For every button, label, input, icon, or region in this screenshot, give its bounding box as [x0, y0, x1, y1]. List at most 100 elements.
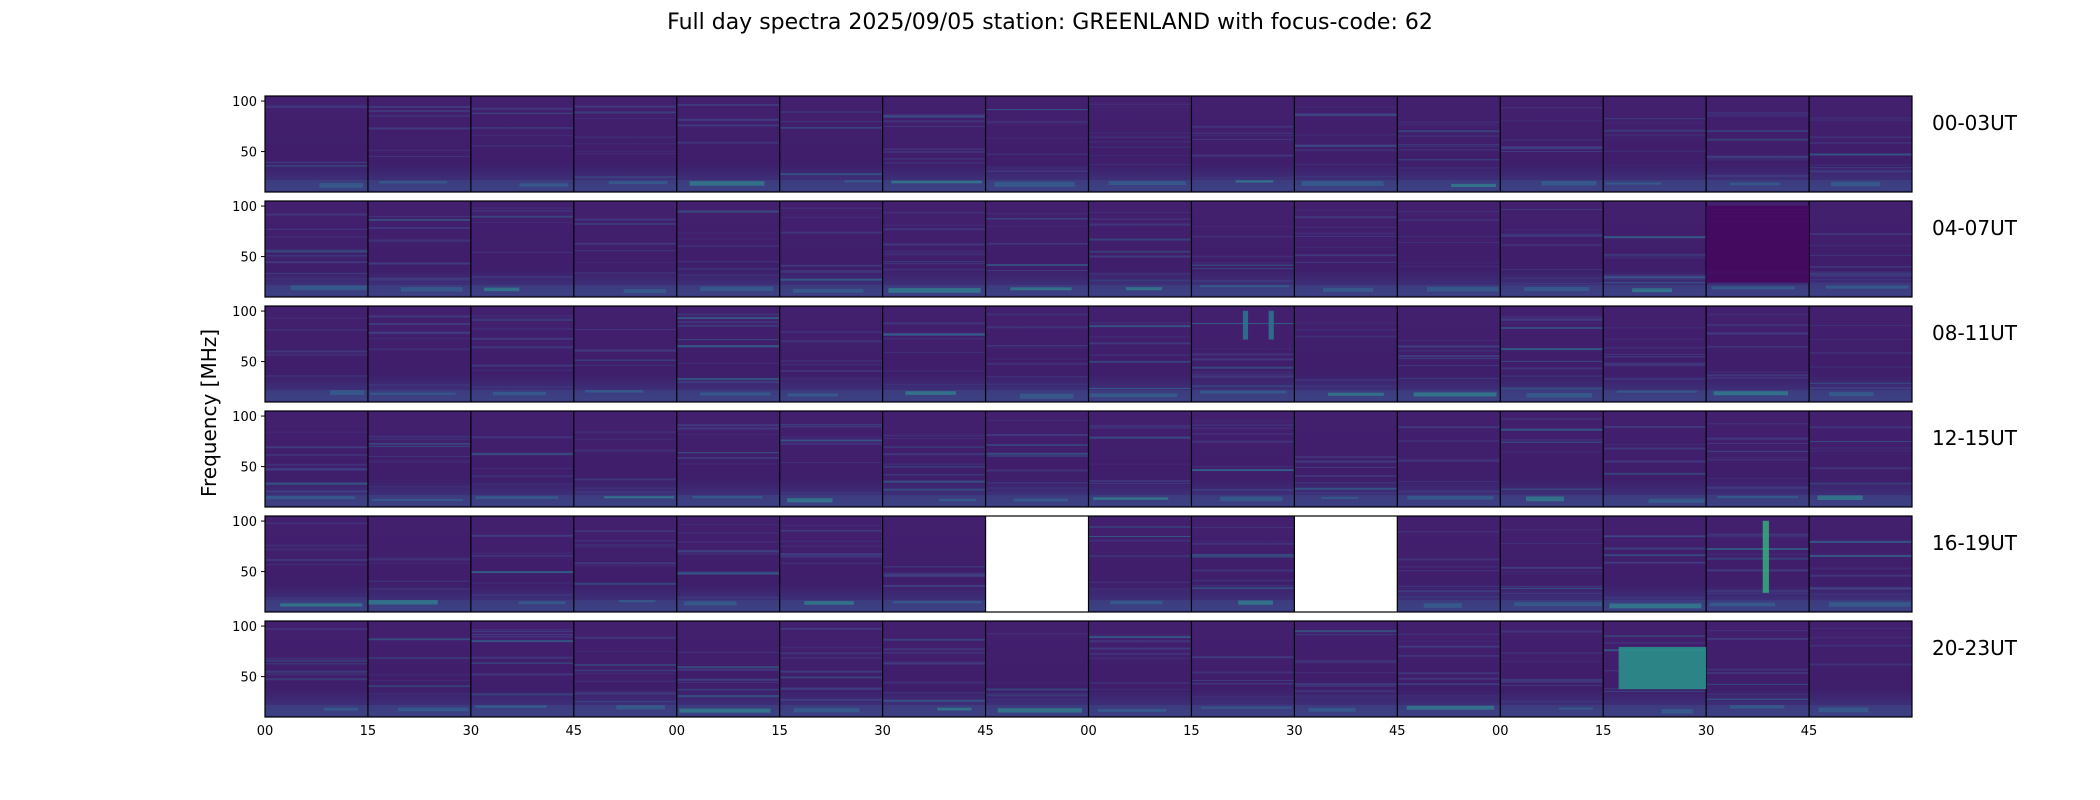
y-tick-label: 100 [232, 620, 257, 635]
spectrum-panel [1500, 411, 1604, 507]
spectrum-panel [676, 516, 780, 612]
spectrum-panel [985, 516, 1089, 612]
spectrum-panel [470, 411, 574, 507]
row-frame [264, 620, 1913, 718]
spectral-feature [1268, 310, 1274, 340]
x-tick-label: 00 [257, 724, 274, 739]
spectrum-panel [367, 201, 471, 297]
spectrum-panel [1397, 96, 1501, 192]
spectrum-panel [1397, 306, 1501, 402]
x-tick-labels: 00 15 30 45 00 15 30 45 00 15 30 45 00 15 30 45 [257, 724, 1818, 739]
spectrum-panel [676, 96, 780, 192]
x-tick-label: 45 [566, 724, 583, 739]
spectrum-panel [985, 621, 1089, 717]
spectrum-panel [367, 96, 471, 192]
spectrum-panel [1706, 306, 1810, 402]
spectrum-panel [676, 411, 780, 507]
spectrum-panel [1706, 411, 1810, 507]
spectrum-panel [1088, 411, 1192, 507]
x-tick-label: 00 [668, 724, 685, 739]
x-tick-label: 15 [360, 724, 377, 739]
spectrum-panel [367, 621, 471, 717]
spectrum-panel [1603, 201, 1707, 297]
spectrum-panel [1706, 621, 1810, 717]
spectrum-panel [573, 306, 677, 402]
spectrum-panel [882, 306, 986, 402]
spectrum-panel [1603, 516, 1707, 612]
y-tick-label: 100 [232, 410, 257, 425]
row-label: 12-15UT [1932, 426, 2018, 450]
spectrum-panel [1294, 96, 1398, 192]
spectrum-panel [1500, 516, 1604, 612]
spectrum-panel [1088, 621, 1192, 717]
spectrum-panel [1397, 516, 1501, 612]
spectrum-panel [1191, 621, 1295, 717]
row-frame [264, 410, 1913, 508]
spectrum-panel [1397, 621, 1501, 717]
y-tick-label: 50 [240, 146, 257, 161]
spectrum-panel [676, 306, 780, 402]
spectrum-panel [265, 411, 368, 507]
row-label: 04-07UT [1932, 216, 2018, 240]
spectrum-panel [1809, 621, 1912, 717]
x-tick-label: 15 [1595, 724, 1612, 739]
x-tick-label: 30 [1286, 724, 1303, 739]
spectrum-panel [779, 96, 883, 192]
spectrum-panel [573, 411, 677, 507]
spectrum-panel [1500, 96, 1604, 192]
spectrum-panel [367, 306, 471, 402]
spectrum-panel [573, 621, 677, 717]
spectrum-panel [985, 201, 1089, 297]
spectrum-panel [1809, 201, 1912, 297]
spectrum-panel [1500, 306, 1604, 402]
spectrum-panel [1088, 306, 1192, 402]
spectrum-panel [1397, 201, 1501, 297]
spectrum-panel [882, 96, 986, 192]
spectrum-panel [1294, 411, 1398, 507]
x-tick-label: 45 [1801, 724, 1818, 739]
spectrum-panel [985, 306, 1089, 402]
spectrum-panel [985, 411, 1089, 507]
y-tick-label: 100 [232, 305, 257, 320]
y-tick-label: 50 [240, 671, 257, 686]
spectrum-panel [1294, 621, 1398, 717]
spectrum-panel [265, 306, 368, 402]
spectrum-panel [882, 201, 986, 297]
spectrum-panel [676, 621, 780, 717]
spectrum-panel [1603, 96, 1707, 192]
spectrum-panel [676, 201, 780, 297]
spectrum-panel [1294, 516, 1398, 612]
spectrum-panel [1191, 516, 1295, 612]
spectrum-panel [882, 516, 986, 612]
spectra-panels [264, 95, 1913, 718]
x-tick-label: 45 [977, 724, 994, 739]
spectral-feature [1242, 310, 1249, 340]
x-tick-label: 00 [1080, 724, 1097, 739]
spectrum-panel [779, 516, 883, 612]
y-tick-label: 50 [240, 356, 257, 371]
row-frame [264, 515, 1913, 613]
spectrum-panel [573, 201, 677, 297]
spectrum-panel [1809, 96, 1912, 192]
spectrum-panel [1088, 516, 1192, 612]
spectrum-panel [1809, 411, 1912, 507]
row-label: 16-19UT [1932, 531, 2018, 555]
spectrum-panel [1706, 96, 1810, 192]
spectral-feature [1762, 520, 1769, 593]
spectrum-panel [1294, 201, 1398, 297]
spectrum-panel [985, 96, 1089, 192]
spectrum-panel [882, 621, 986, 717]
spectrum-panel [265, 621, 368, 717]
spectrum-panel [573, 516, 677, 612]
row-frame [264, 95, 1913, 193]
spectrum-panel [367, 411, 471, 507]
spectrum-panel [1809, 306, 1912, 402]
x-tick-label: 30 [874, 724, 891, 739]
x-tick-label: 15 [771, 724, 788, 739]
spectrum-panel [470, 306, 574, 402]
spectrum-panel [779, 411, 883, 507]
spectrum-panel [367, 516, 471, 612]
x-tick-label: 30 [463, 724, 480, 739]
chart-title: Full day spectra 2025/09/05 station: GRE… [667, 10, 1433, 35]
